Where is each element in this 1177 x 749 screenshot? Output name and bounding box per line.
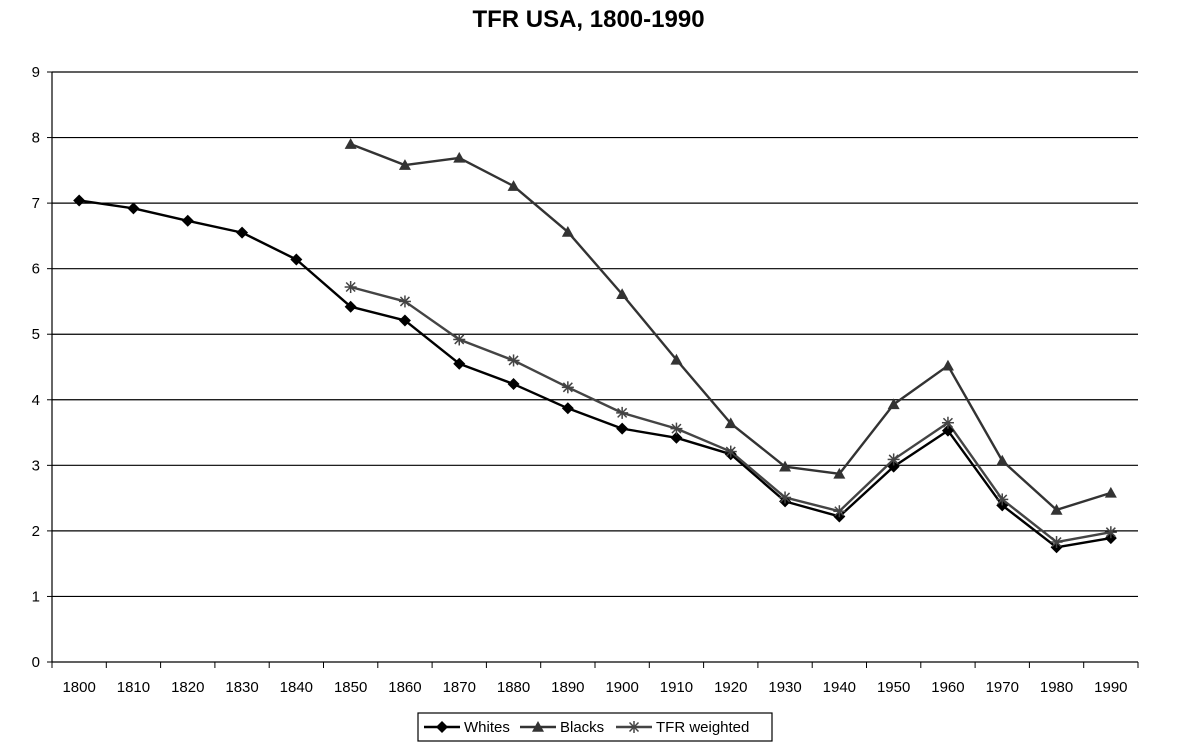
axes: 0 1 2 3 4 5 6 7 8 9 1800 1810 1820 1830 1840 1850 1860 18… [32, 64, 1139, 696]
series-markers [73, 138, 1117, 554]
y-tick-label: 3 [32, 457, 40, 474]
legend-marker-whites [436, 721, 448, 733]
data-point-tfr-weighted [507, 354, 520, 367]
x-tick-label: 1800 [62, 679, 95, 696]
x-tick-label: 1960 [931, 679, 964, 696]
data-point-whites [670, 431, 683, 444]
x-tick-label: 1810 [117, 679, 150, 696]
data-point-tfr-weighted [398, 295, 411, 308]
data-point-tfr-weighted [670, 422, 683, 435]
x-tick-label: 1990 [1094, 679, 1127, 696]
data-point-tfr-weighted [724, 445, 737, 458]
data-point-blacks [561, 225, 574, 237]
data-point-whites [73, 194, 86, 207]
data-point-blacks [724, 417, 737, 429]
data-point-whites [887, 460, 900, 473]
data-point-tfr-weighted [561, 381, 574, 394]
data-point-whites [561, 402, 574, 415]
data-point-blacks [616, 288, 629, 300]
series-line-tfr-weighted [350, 285, 1112, 544]
data-point-blacks [996, 454, 1009, 466]
x-tick-label: 1850 [334, 679, 367, 696]
x-tick-label: 1840 [280, 679, 313, 696]
x-tick-label: 1870 [443, 679, 476, 696]
x-tick-label: 1900 [605, 679, 638, 696]
y-tick-label: 1 [32, 588, 40, 605]
data-point-tfr-weighted [779, 491, 792, 504]
data-point-tfr-weighted [616, 406, 629, 419]
x-tick-label: 1910 [660, 679, 693, 696]
y-tick-label: 6 [32, 261, 40, 278]
x-tick-label: 1830 [225, 679, 258, 696]
data-point-whites [127, 202, 140, 215]
legend-label-whites: Whites [464, 719, 510, 736]
data-point-tfr-weighted [344, 281, 357, 294]
x-tick-label: 1970 [986, 679, 1019, 696]
x-tick-label: 1950 [877, 679, 910, 696]
data-point-whites [453, 357, 466, 370]
data-point-whites [507, 378, 520, 391]
data-point-tfr-weighted [1104, 526, 1117, 539]
x-tick-label: 1880 [497, 679, 530, 696]
data-point-blacks [670, 353, 683, 365]
series-lines [78, 142, 1112, 549]
data-point-whites [236, 226, 249, 239]
series-line-whites [78, 199, 1112, 549]
data-point-tfr-weighted [1050, 536, 1063, 549]
chart-title: TFR USA, 1800-1990 [472, 6, 705, 33]
data-point-blacks [453, 151, 466, 163]
data-point-whites [941, 424, 954, 437]
data-point-tfr-weighted [941, 416, 954, 429]
data-point-blacks [398, 159, 411, 170]
data-point-tfr-weighted [453, 333, 466, 346]
x-tick-label: 1930 [768, 679, 801, 696]
legend: Whites Blacks TFR weighted [417, 712, 773, 742]
data-point-blacks [941, 359, 954, 371]
legend-marker-blacks [532, 721, 544, 732]
x-tick-label: 1890 [551, 679, 584, 696]
data-point-blacks [779, 460, 792, 472]
data-point-blacks [1104, 486, 1117, 498]
data-point-whites [398, 314, 411, 327]
data-point-blacks [887, 398, 900, 410]
data-point-whites [290, 253, 303, 266]
y-tick-label: 5 [32, 326, 40, 343]
data-point-blacks [507, 180, 520, 191]
legend-box [417, 712, 773, 742]
y-tick-label: 8 [32, 130, 40, 147]
data-point-tfr-weighted [833, 505, 846, 518]
x-tick-label: 1940 [823, 679, 856, 696]
data-point-whites [181, 214, 194, 227]
y-tick-label: 4 [32, 392, 40, 409]
legend-marker-tfr-weighted [628, 721, 640, 733]
data-point-whites [616, 422, 629, 435]
y-tick-label: 2 [32, 523, 40, 540]
y-tick-label: 0 [32, 654, 40, 671]
x-tick-label: 1920 [714, 679, 747, 696]
data-point-blacks [344, 138, 357, 149]
legend-label-tfr-weighted: TFR weighted [656, 719, 749, 736]
data-point-tfr-weighted [996, 493, 1009, 506]
data-point-tfr-weighted [887, 453, 900, 466]
x-tick-label: 1820 [171, 679, 204, 696]
y-tick-label: 9 [32, 64, 40, 81]
data-point-whites [344, 300, 357, 313]
y-tick-label: 7 [32, 195, 40, 212]
data-point-blacks [833, 467, 846, 479]
data-point-blacks [1050, 503, 1063, 515]
gridlines [52, 71, 1138, 663]
legend-label-blacks: Blacks [560, 719, 604, 736]
x-tick-label: 1860 [388, 679, 421, 696]
x-tick-label: 1980 [1040, 679, 1073, 696]
